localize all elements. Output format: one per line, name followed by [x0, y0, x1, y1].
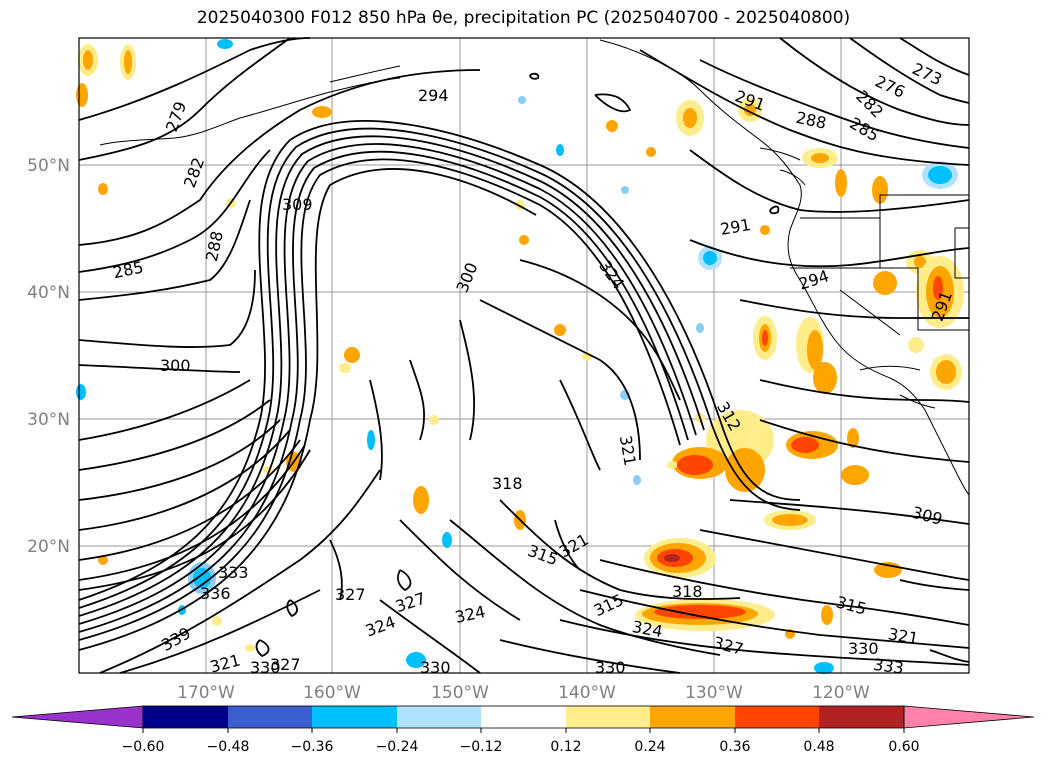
lon-tick-label: 170°W: [177, 683, 235, 703]
contour-label: 327: [270, 655, 301, 674]
contour-label: 333: [218, 563, 249, 582]
contour-label: 294: [418, 86, 449, 105]
colorbar-segment: [143, 706, 228, 728]
lon-tick-label: 120°W: [812, 683, 870, 703]
colorbar-segment: [650, 706, 735, 728]
colorbar-segment: [566, 706, 650, 728]
lon-tick-label: 130°W: [685, 683, 743, 703]
colorbar-label: 0.24: [634, 739, 665, 755]
contour-label: 330: [420, 658, 451, 677]
colorbar-label: 0.36: [719, 739, 750, 755]
colorbar-label: −0.48: [207, 739, 250, 755]
lon-axis: 170°W 160°W 150°W 140°W 130°W 120°W: [177, 683, 870, 703]
contour-label: 309: [282, 195, 313, 214]
colorbar-label: 0.48: [803, 739, 834, 755]
lat-tick-label: 40°N: [27, 283, 70, 303]
coastlines: [99, 39, 970, 496]
map-title: 2025040300 F012 850 hPa θe, precipitatio…: [196, 8, 851, 28]
lat-tick-label: 50°N: [27, 156, 70, 176]
colorbar-label: −0.60: [122, 739, 165, 755]
lat-tick-label: 30°N: [27, 410, 70, 430]
contour-label: 327: [335, 585, 366, 604]
contour-label: 300: [160, 356, 191, 375]
colorbar-label: 0.12: [550, 739, 581, 755]
lat-axis: 50°N 40°N 30°N 20°N: [27, 156, 70, 557]
colorbar-segment: [735, 706, 819, 728]
contour-label: 333: [872, 655, 905, 678]
colorbar-min-extend: [11, 705, 144, 729]
contour-label: 330: [848, 639, 879, 658]
lat-tick-label: 20°N: [27, 537, 70, 557]
colorbar-segment: [481, 706, 566, 728]
colorbar-label: −0.12: [460, 739, 503, 755]
contour-label: 330: [250, 658, 281, 677]
contour-label: 330: [595, 658, 626, 677]
lon-tick-label: 140°W: [558, 683, 616, 703]
colorbar-segment: [397, 706, 481, 728]
colorbar-max-extend: [903, 705, 1035, 729]
contour-label: 336: [200, 584, 231, 603]
colorbar-segment: [819, 706, 904, 728]
map-plot-area: 294 279 282 288 285 309 300 300 324 318 …: [76, 37, 970, 678]
contour-label: 318: [672, 582, 703, 601]
colorbar-label: −0.36: [291, 739, 334, 755]
colorbar-label: −0.24: [376, 739, 419, 755]
colorbar: −0.60 −0.48 −0.36 −0.24 −0.12 0.12 0.24 …: [11, 705, 1035, 755]
theta-e-contours: [78, 37, 970, 674]
colorbar-segment: [228, 706, 312, 728]
precip-shading: [76, 39, 964, 674]
lon-tick-label: 150°W: [431, 683, 489, 703]
contour-label: 318: [492, 474, 523, 493]
colorbar-label: 0.60: [888, 739, 919, 755]
colorbar-segment: [312, 706, 397, 728]
lon-tick-label: 160°W: [303, 683, 361, 703]
plot-frame: [78, 37, 970, 674]
